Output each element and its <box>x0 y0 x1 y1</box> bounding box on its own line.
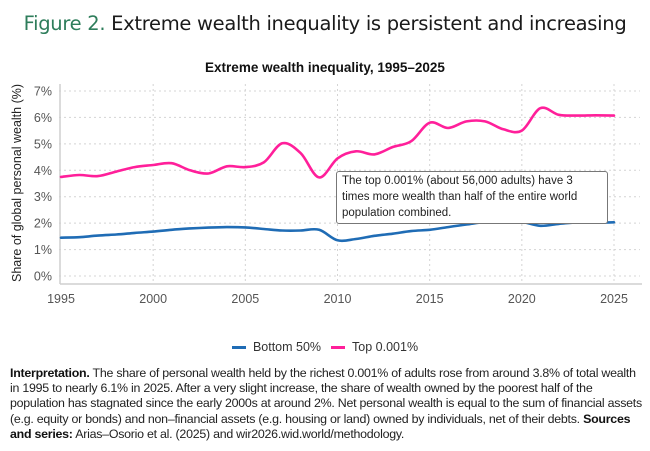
x-tick-label: 2010 <box>324 292 352 306</box>
grid <box>59 84 640 281</box>
legend-label-bottom-50: Bottom 50% <box>252 340 322 354</box>
y-tick-label: 5% <box>34 137 52 151</box>
interpretation-label: Interpretation. <box>10 366 90 380</box>
y-tick-label: 4% <box>34 164 52 178</box>
x-tick-label: 2000 <box>139 292 167 306</box>
x-tick-label: 2005 <box>231 292 259 306</box>
sources-label: Sources and series: <box>10 411 631 441</box>
series-line-top-0-001 <box>59 106 616 179</box>
line-chart: 0% 1% 2% 3% 4% 5% 6% 7% 1995 2000 2005 2010 2015 2020… <box>10 84 642 307</box>
figure-number: Figure 2. <box>23 12 106 35</box>
legend-item-bottom-50: Bottom 50% <box>231 340 322 354</box>
chart-title: Extreme wealth inequality, 1995–2025 <box>205 60 445 75</box>
figure-note: Interpretation. The share of personal we… <box>10 366 642 442</box>
legend-item-top-0001: Top 0.001% <box>331 340 418 354</box>
x-tick-label: 2020 <box>508 292 536 306</box>
legend-label-top-0001: Top 0.001% <box>352 340 419 354</box>
y-tick-label: 1% <box>34 243 52 257</box>
y-tick-label: 2% <box>34 217 52 231</box>
legend-swatch-top-0001 <box>331 345 346 349</box>
legend-swatch-bottom-50 <box>231 345 246 349</box>
chart-annotation: The top 0.001% (about 56,000 adults) hav… <box>336 171 608 224</box>
figure-title-text: Extreme wealth inequality is persistent … <box>111 12 627 35</box>
y-axis-label: Share of global personal wealth (%) <box>10 84 24 282</box>
y-tick-label: 7% <box>34 85 52 99</box>
x-tick-label: 2025 <box>600 292 628 306</box>
y-tick-label: 3% <box>34 190 52 204</box>
interpretation-text: The share of personal wealth held by the… <box>10 366 642 426</box>
y-tick-label: 0% <box>34 270 52 284</box>
x-tick-label: 2015 <box>416 292 444 306</box>
x-tick-label: 1995 <box>47 292 75 306</box>
legend: Bottom 50% Top 0.001% <box>0 340 650 354</box>
y-tick-label: 6% <box>34 111 52 125</box>
figure-title: Figure 2. Extreme wealth inequality is p… <box>0 12 650 35</box>
tick-labels: 0% 1% 2% 3% 4% 5% 6% 7% 1995 2000 2005 2010 2015 2020… <box>34 85 628 307</box>
sources-text: Arias–Osorio et al. (2025) and wir2026.w… <box>72 426 405 441</box>
axes <box>59 84 642 285</box>
